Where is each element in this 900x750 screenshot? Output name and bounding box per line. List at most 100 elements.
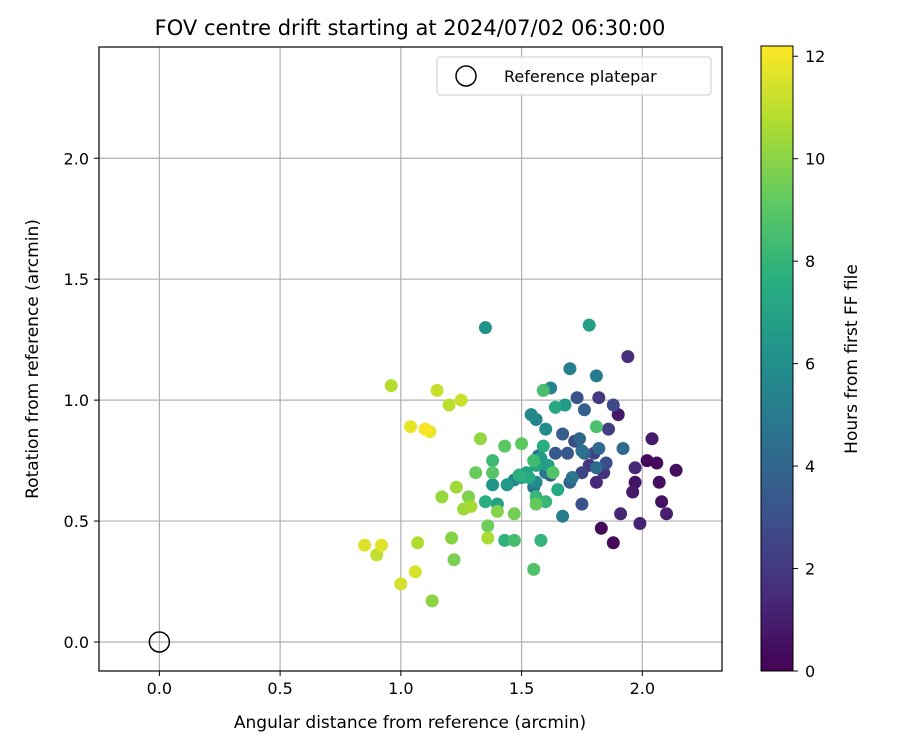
data-point — [507, 533, 521, 547]
data-point — [573, 432, 586, 446]
data-point — [507, 507, 521, 521]
data-point — [546, 466, 560, 480]
data-point — [621, 350, 635, 364]
data-point — [577, 403, 591, 417]
data-point — [548, 446, 562, 460]
x-tick-label: 0.5 — [267, 679, 292, 698]
data-point — [660, 507, 673, 521]
data-point — [628, 461, 642, 475]
data-point — [611, 408, 625, 422]
data-point — [486, 454, 500, 468]
data-point — [589, 420, 603, 434]
data-point — [527, 454, 541, 468]
data-point — [616, 442, 630, 455]
data-point — [599, 456, 613, 470]
legend-box — [436, 56, 712, 96]
x-tick-label: 1.5 — [509, 679, 534, 698]
data-point — [561, 446, 574, 460]
data-point — [515, 437, 529, 451]
data-point — [548, 400, 562, 414]
reference-point — [148, 631, 171, 653]
data-point — [628, 475, 642, 489]
reference-marker — [148, 631, 171, 653]
data-point — [640, 454, 654, 468]
data-point — [594, 521, 608, 535]
colorbar-tick-label: 12 — [805, 47, 825, 66]
data-point — [589, 369, 603, 383]
data-point — [454, 393, 468, 407]
data-point — [652, 475, 666, 489]
data-point — [490, 504, 504, 518]
data-point — [430, 383, 444, 397]
y-tick-label: 1.5 — [64, 270, 89, 289]
y-tick-label: 2.0 — [64, 149, 89, 168]
chart-title: FOV centre drift starting at 2024/07/02 … — [155, 16, 666, 40]
data-point — [469, 466, 483, 480]
legend-marker-icon — [455, 65, 477, 87]
data-point — [606, 398, 620, 412]
legend-entry-reference: Reference platepar — [504, 67, 657, 86]
data-point — [575, 444, 589, 458]
y-axis-ticks: 0.0 0.5 1.0 1.5 2.0 — [64, 149, 99, 652]
data-point — [563, 362, 577, 376]
data-point — [565, 471, 579, 484]
x-axis-ticks: 0.0 0.5 1.0 1.5 2.0 — [147, 671, 655, 698]
y-tick-label: 0.5 — [64, 512, 89, 531]
data-point — [408, 565, 422, 579]
x-tick-label: 1.0 — [388, 679, 413, 698]
data-point — [570, 391, 584, 405]
data-point — [375, 538, 388, 552]
data-point — [370, 548, 384, 562]
data-point — [536, 383, 550, 397]
data-point — [650, 456, 664, 470]
data-point — [527, 562, 541, 576]
data-point — [498, 533, 512, 547]
data-point — [464, 500, 478, 513]
data-point — [481, 519, 495, 533]
data-point — [449, 480, 463, 494]
data-point — [447, 553, 461, 567]
data-point — [606, 536, 620, 550]
legend: Reference platepar — [436, 56, 712, 96]
data-point — [478, 495, 492, 509]
plot-frame — [98, 46, 723, 672]
data-point — [486, 478, 500, 492]
data-point — [556, 427, 570, 441]
data-point — [589, 461, 603, 475]
data-point — [435, 490, 449, 504]
x-tick-label: 2.0 — [630, 679, 655, 698]
data-point — [633, 517, 647, 530]
data-point — [534, 533, 548, 547]
data-point — [592, 391, 606, 405]
colorbar-tick-label: 0 — [805, 662, 815, 681]
colorbar-tick-label: 8 — [805, 252, 815, 271]
data-point — [442, 398, 456, 412]
data-point — [669, 463, 683, 477]
data-point — [539, 422, 553, 436]
data-point — [589, 475, 603, 489]
y-axis-label: Rotation from reference (arcmin) — [23, 219, 43, 499]
data-point — [614, 507, 628, 521]
data-point — [411, 536, 425, 550]
colorbar-ticks: 0 2 4 6 8 10 12 — [793, 47, 825, 681]
data-point — [529, 497, 543, 511]
data-point — [725, 464, 738, 477]
data-point — [481, 531, 495, 545]
colorbar-tick-label: 10 — [805, 150, 825, 169]
data-point — [486, 466, 500, 480]
data-point — [418, 422, 432, 436]
y-tick-label: 1.0 — [64, 391, 89, 410]
data-point — [512, 468, 526, 482]
data-point — [575, 466, 589, 480]
colorbar-tick-label: 6 — [805, 355, 815, 374]
data-point — [500, 478, 514, 492]
colorbar-gradient — [760, 45, 794, 672]
colorbar-tick-label: 2 — [805, 560, 815, 579]
grid — [99, 47, 722, 671]
data-point — [582, 318, 596, 332]
data-point — [445, 531, 459, 545]
data-points — [358, 318, 738, 608]
data-point — [536, 439, 550, 453]
data-point — [655, 495, 669, 509]
